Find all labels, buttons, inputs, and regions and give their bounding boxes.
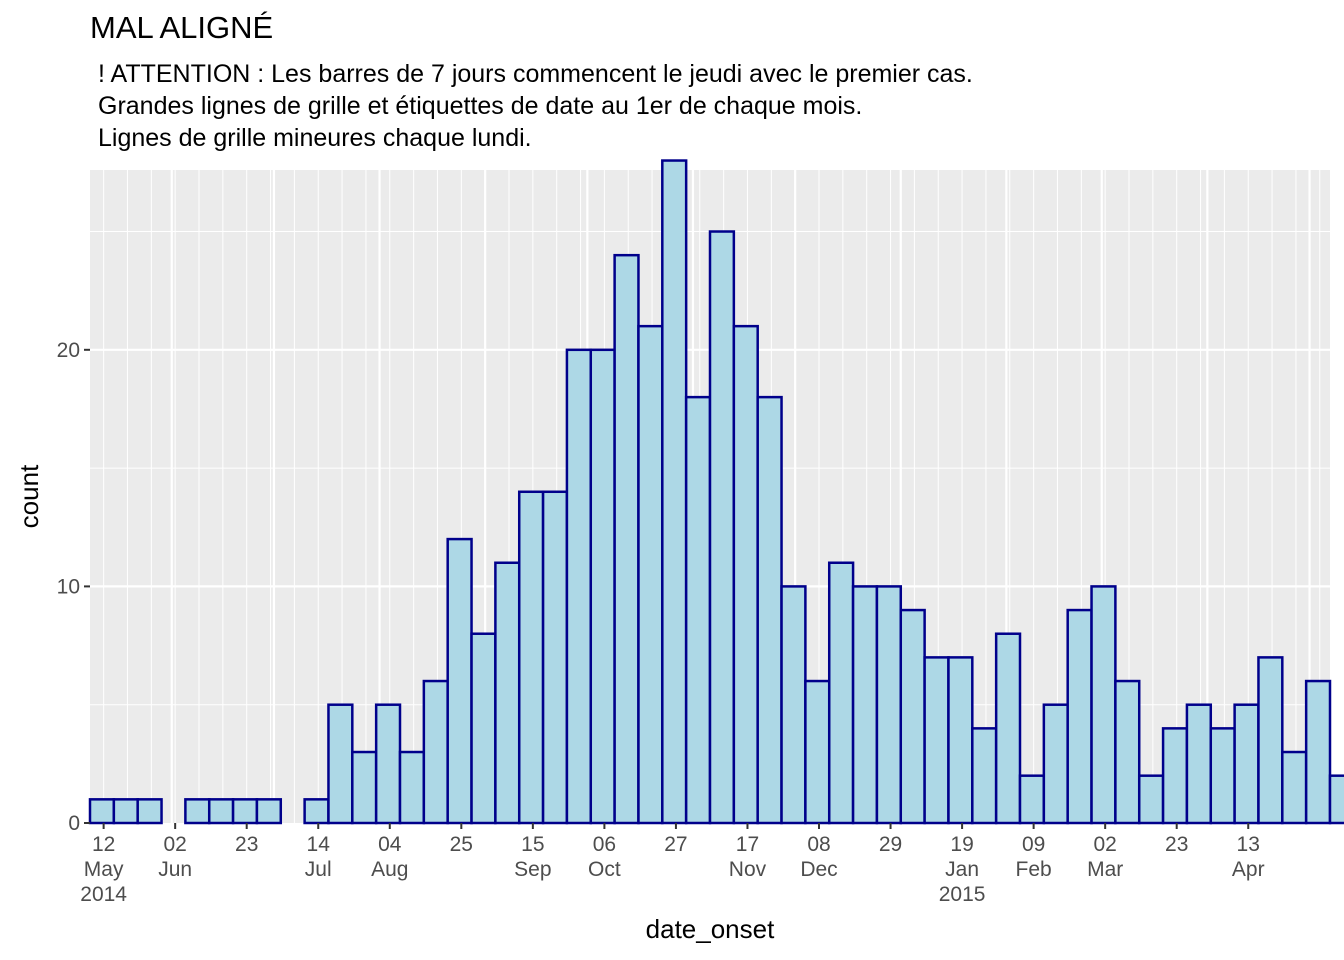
x-tick-label: Feb: [1016, 858, 1052, 881]
chart-title: MAL ALIGNÉ: [90, 10, 274, 45]
histogram-bar: [327, 703, 354, 825]
histogram-bars: [88, 159, 1344, 825]
x-tick-label: 19: [950, 833, 973, 856]
histogram-bar: [661, 159, 688, 825]
x-tick-label: May: [84, 858, 124, 881]
x-tick-label: Aug: [371, 858, 408, 881]
histogram-bar: [541, 490, 569, 825]
histogram-bar: [1185, 703, 1213, 825]
histogram-bar: [804, 679, 831, 825]
histogram-bar: [613, 253, 640, 825]
histogram-bar: [994, 632, 1022, 825]
x-tick-label: 23: [235, 833, 258, 856]
y-tick-label: 0: [68, 812, 80, 835]
x-tick-label: 23: [1165, 833, 1188, 856]
y-axis-title: count: [14, 464, 44, 528]
histogram-bar: [1114, 679, 1141, 825]
chart-subtitle-line-3: Lignes de grille mineures chaque lundi.: [98, 124, 532, 152]
histogram-bar: [231, 798, 259, 825]
histogram-bar: [1281, 750, 1308, 825]
histogram-bar: [88, 798, 116, 825]
histogram-bar: [1304, 679, 1332, 825]
x-tick-label: 17: [736, 833, 759, 856]
histogram-bar: [398, 750, 426, 825]
x-tick-label: Nov: [729, 858, 767, 881]
x-tick-label: 29: [879, 833, 902, 856]
histogram-bar: [947, 656, 974, 825]
histogram-bar: [637, 324, 664, 825]
histogram-bar: [1257, 656, 1284, 825]
x-axis-title: date_onset: [646, 914, 775, 944]
x-tick-label: Sep: [514, 858, 551, 881]
histogram-bar: [780, 585, 807, 825]
histogram-bar: [1233, 703, 1260, 825]
histogram-bar: [422, 679, 449, 825]
histogram-bar: [255, 798, 283, 825]
histogram-bar: [565, 348, 593, 825]
histogram-bar: [1090, 585, 1117, 825]
chart-subtitle-line-2: Grandes lignes de grille et étiquettes d…: [98, 92, 863, 120]
histogram-bar: [517, 490, 545, 825]
histogram-bar: [684, 395, 712, 825]
x-tick-label: 13: [1237, 833, 1260, 856]
histogram-bar: [589, 348, 616, 825]
x-tick-label: 06: [593, 833, 616, 856]
histogram-bar: [732, 324, 759, 825]
x-tick-label: 12: [92, 833, 115, 856]
histogram-bar: [875, 585, 903, 825]
x-tick-label: 2014: [80, 883, 127, 906]
histogram-bar: [207, 798, 235, 825]
histogram-bar: [1328, 774, 1344, 825]
x-tick-label: 2015: [939, 883, 986, 906]
x-tick-label: 09: [1022, 833, 1045, 856]
x-tick-label: Jun: [158, 858, 192, 881]
histogram-bar: [1018, 774, 1046, 825]
y-tick-label: 20: [57, 339, 80, 362]
histogram-bar: [708, 230, 736, 825]
histogram-bar: [494, 561, 521, 825]
histogram-bar: [899, 608, 926, 825]
histogram-bar: [827, 561, 855, 825]
x-tick-label: 15: [521, 833, 544, 856]
x-tick-label: 02: [1093, 833, 1116, 856]
histogram-bar: [303, 798, 330, 825]
x-tick-label: Mar: [1087, 858, 1123, 881]
histogram-bar: [351, 750, 378, 825]
histogram-bar: [851, 585, 879, 825]
histogram-bar: [112, 798, 139, 825]
x-tick-label: 04: [378, 833, 402, 856]
y-axis: 0 10 20: [57, 339, 90, 835]
chart-subtitle-line-1: ! ATTENTION : Les barres de 7 jours comm…: [98, 60, 973, 88]
x-tick-label: 08: [807, 833, 830, 856]
x-tick-label: Apr: [1232, 858, 1265, 881]
x-tick-label: Dec: [800, 858, 837, 881]
x-tick-label: 25: [450, 833, 473, 856]
histogram-bar: [923, 656, 950, 825]
histogram-bar: [446, 537, 473, 825]
x-tick-label: 02: [163, 833, 186, 856]
x-tick-label: Oct: [588, 858, 621, 881]
y-tick-label: 10: [57, 575, 80, 598]
histogram-bar: [470, 632, 497, 825]
histogram-bar: [1042, 703, 1069, 825]
x-tick-label: 27: [664, 833, 687, 856]
x-tick-label: 14: [307, 833, 331, 856]
histogram-bar: [971, 727, 998, 825]
histogram-bar: [1209, 727, 1236, 825]
histogram-bar: [756, 395, 783, 825]
x-tick-label: Jan: [945, 858, 979, 881]
histogram-bar: [136, 798, 163, 825]
histogram-bar: [374, 703, 402, 825]
x-tick-label: Jul: [305, 858, 332, 881]
histogram-bar: [1161, 727, 1189, 825]
histogram-bar: [184, 798, 211, 825]
histogram-bar: [1137, 774, 1165, 825]
histogram-bar: [1066, 608, 1093, 825]
